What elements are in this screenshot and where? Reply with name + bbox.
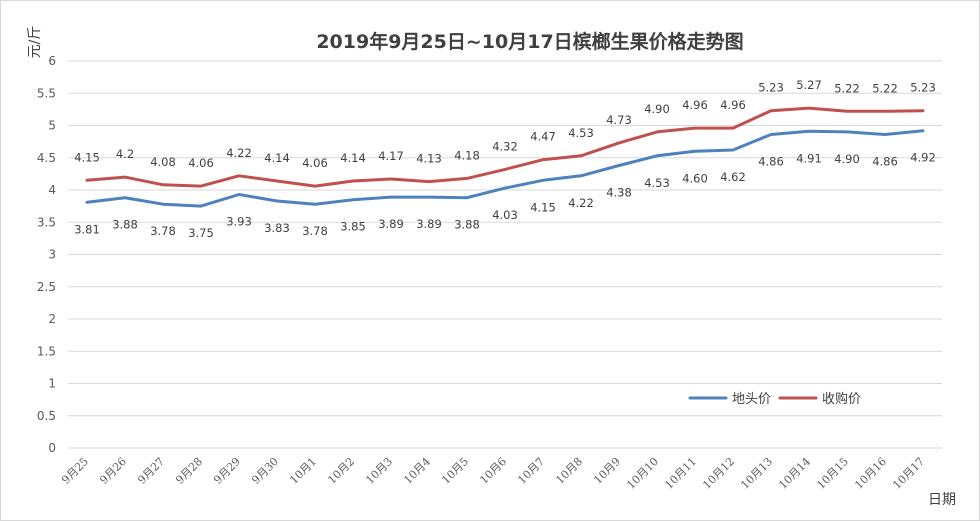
x-axis-title: 日期 (928, 492, 956, 508)
data-label: 4.22 (568, 196, 594, 210)
x-tick-label: 9月26 (97, 455, 129, 487)
y-tick-label: 2.5 (37, 280, 56, 294)
y-tick-label: 6 (48, 54, 56, 68)
data-label: 4.73 (606, 113, 632, 127)
data-label: 4.15 (74, 150, 100, 164)
data-label: 4.96 (682, 98, 708, 112)
x-tick-label: 10月11 (662, 455, 699, 492)
data-label: 4.08 (150, 155, 176, 169)
data-label: 5.23 (910, 81, 936, 95)
data-label: 4.62 (720, 170, 746, 184)
data-label: 3.81 (74, 222, 100, 236)
data-labels: 3.81 3.88 3.78 3.75 3.93 3.83 3.78 3.85 3.89 3.89… (74, 78, 936, 240)
data-label: 3.93 (226, 215, 252, 229)
data-label: 4.53 (644, 176, 670, 190)
y-tick-label: 0.5 (37, 409, 56, 423)
data-label: 4.90 (834, 152, 860, 166)
data-label: 4.03 (492, 208, 518, 222)
data-label: 4.86 (872, 155, 898, 169)
y-axis-ticks: 0 0.5 1 1.5 2 2.5 3 3.5 4 4.5 5 5.5 6 (37, 54, 56, 455)
x-axis-ticks: 9月25 9月26 9月27 9月28 9月29 9月30 10月1 10月2 10月3 10月4… (59, 455, 927, 492)
data-label: 4.17 (378, 149, 404, 163)
data-label: 3.89 (378, 217, 404, 231)
x-tick-label: 10月14 (776, 455, 813, 492)
series-line (85, 106, 925, 188)
data-label: 3.88 (112, 218, 138, 232)
x-tick-label: 10月8 (553, 455, 585, 487)
data-label: 4.2 (116, 147, 134, 161)
x-tick-label: 10月13 (738, 455, 775, 492)
data-label: 5.22 (872, 81, 898, 95)
y-tick-label: 0 (48, 441, 56, 455)
y-tick-label: 4.5 (37, 151, 56, 165)
x-tick-label: 9月27 (135, 455, 167, 487)
y-tick-label: 3.5 (37, 215, 56, 229)
legend-label: 地头价 (732, 392, 771, 407)
legend: 地头价 收购价 (688, 391, 861, 407)
data-label: 3.78 (150, 224, 176, 238)
series-line (85, 129, 925, 208)
y-tick-label: 4 (48, 183, 56, 197)
data-label: 3.89 (416, 217, 442, 231)
y-tick-label: 1.5 (37, 344, 56, 358)
x-tick-label: 9月28 (173, 455, 205, 487)
data-label: 4.47 (530, 130, 556, 144)
x-tick-label: 10月10 (624, 455, 661, 492)
y-tick-label: 5 (48, 119, 56, 133)
x-tick-label: 10月9 (591, 455, 623, 487)
data-label: 4.15 (530, 200, 556, 214)
data-label: 5.23 (758, 81, 784, 95)
data-label: 3.88 (454, 218, 480, 232)
data-label: 4.86 (758, 155, 784, 169)
data-label: 4.38 (606, 185, 632, 199)
x-tick-label: 9月25 (59, 455, 91, 487)
data-label: 4.14 (264, 151, 290, 165)
x-tick-label: 10月1 (287, 455, 319, 487)
series-lines (85, 106, 925, 208)
data-label: 4.06 (302, 156, 328, 170)
x-tick-label: 10月12 (700, 455, 737, 492)
data-label: 5.22 (834, 81, 860, 95)
data-label: 4.90 (644, 102, 670, 116)
data-label: 4.96 (720, 98, 746, 112)
x-tick-label: 10月3 (363, 455, 395, 487)
data-label: 4.22 (226, 146, 252, 160)
x-tick-label: 9月29 (211, 455, 243, 487)
data-label: 4.13 (416, 152, 442, 166)
x-tick-label: 9月30 (249, 455, 281, 487)
x-tick-label: 10月5 (439, 455, 471, 487)
data-label: 4.06 (188, 156, 214, 170)
data-label: 4.32 (492, 139, 518, 153)
data-label: 5.27 (796, 78, 822, 92)
data-label: 4.91 (796, 151, 822, 165)
y-tick-label: 5.5 (37, 86, 56, 100)
x-tick-label: 10月2 (325, 455, 357, 487)
y-tick-label: 1 (48, 377, 56, 391)
x-tick-label: 10月15 (814, 455, 851, 492)
data-label: 3.85 (340, 220, 366, 234)
data-label: 3.78 (302, 224, 328, 238)
x-tick-label: 10月17 (890, 455, 927, 492)
data-label: 4.14 (340, 151, 366, 165)
data-label: 4.18 (454, 148, 480, 162)
legend-label: 收购价 (822, 391, 861, 407)
y-tick-label: 2 (48, 312, 56, 326)
x-tick-label: 10月7 (515, 455, 547, 487)
data-label: 3.83 (264, 221, 290, 235)
data-label: 4.60 (682, 171, 708, 185)
data-label: 4.92 (910, 151, 936, 165)
chart-title: 2019年9月25日~10月17日槟榔生果价格走势图 (316, 30, 743, 53)
x-tick-label: 10月6 (477, 455, 509, 487)
data-label: 4.53 (568, 126, 594, 140)
y-axis-title: 元/斤 (27, 26, 43, 59)
gridlines (68, 60, 942, 449)
x-tick-label: 10月16 (852, 455, 889, 492)
y-tick-label: 3 (48, 248, 56, 262)
data-label: 3.75 (188, 226, 214, 240)
x-tick-label: 10月4 (401, 455, 433, 487)
